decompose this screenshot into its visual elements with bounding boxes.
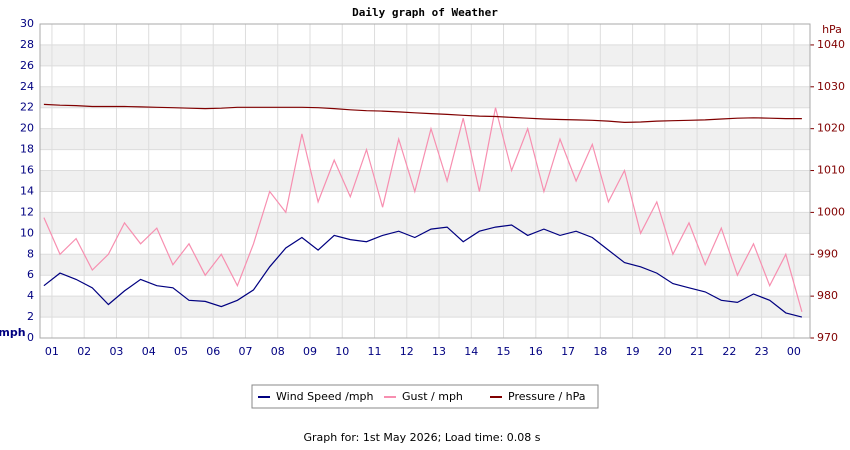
- grid-band: [40, 128, 810, 150]
- grid-band: [40, 170, 810, 192]
- y2-tick-label: 980: [817, 289, 838, 302]
- x-tick-label: 06: [206, 345, 220, 358]
- x-tick-label: 23: [755, 345, 769, 358]
- grid-band: [40, 44, 810, 66]
- y-tick-label: 6: [27, 268, 34, 281]
- x-tick-label: 04: [142, 345, 156, 358]
- x-tick-label: 20: [658, 345, 672, 358]
- y2-tick-label: 970: [817, 331, 838, 344]
- x-tick-label: 00: [787, 345, 801, 358]
- y-tick-label: 30: [20, 17, 34, 30]
- y-tick-label: 4: [27, 289, 34, 302]
- grid-band: [40, 86, 810, 108]
- x-tick-label: 08: [271, 345, 285, 358]
- y-tick-label: 18: [20, 143, 34, 156]
- y-tick-label: 2: [27, 310, 34, 323]
- y2-tick-label: 1040: [817, 38, 845, 51]
- y2-tick-label: 1030: [817, 80, 845, 93]
- x-tick-label: 02: [77, 345, 91, 358]
- series-line: [43, 107, 803, 312]
- legend-label: Wind Speed /mph: [276, 390, 374, 403]
- y-tick-label: 28: [20, 38, 34, 51]
- y-tick-label: 24: [20, 80, 34, 93]
- x-tick-label: 14: [464, 345, 478, 358]
- x-tick-label: 11: [368, 345, 382, 358]
- y-axis-label: mph: [0, 326, 26, 339]
- y2-tick-label: 1000: [817, 205, 845, 218]
- y-tick-label: 12: [20, 205, 34, 218]
- x-tick-label: 19: [626, 345, 640, 358]
- x-tick-label: 10: [335, 345, 349, 358]
- y-tick-label: 8: [27, 247, 34, 260]
- x-tick-label: 16: [529, 345, 543, 358]
- series-line: [43, 224, 803, 318]
- legend-box: [251, 384, 599, 409]
- legend-label: Pressure / hPa: [508, 390, 586, 403]
- series-line: [43, 103, 802, 124]
- grid-band: [40, 296, 810, 318]
- x-tick-label: 13: [432, 345, 446, 358]
- x-tick-label: 03: [109, 345, 123, 358]
- x-tick-label: 01: [45, 345, 59, 358]
- y2-tick-label: 990: [817, 247, 838, 260]
- y2-tick-label: 1010: [817, 164, 845, 177]
- grid-band: [40, 212, 810, 234]
- x-tick-label: 15: [497, 345, 511, 358]
- grid-band: [40, 254, 810, 276]
- y2-tick-label: 1020: [817, 122, 845, 135]
- y-tick-label: 0: [27, 331, 34, 344]
- plot-border: [39, 23, 811, 339]
- legend-label: Gust / mph: [402, 390, 463, 403]
- x-tick-label: 17: [561, 345, 575, 358]
- x-tick-label: 22: [722, 345, 736, 358]
- x-tick-label: 18: [593, 345, 607, 358]
- x-tick-label: 21: [690, 345, 704, 358]
- y-tick-label: 20: [20, 122, 34, 135]
- chart-title: Daily graph of Weather: [352, 6, 498, 19]
- y-tick-label: 14: [20, 184, 34, 197]
- x-tick-label: 05: [174, 345, 188, 358]
- x-tick-label: 12: [400, 345, 414, 358]
- y-tick-label: 10: [20, 226, 34, 239]
- footer: Graph for: 1st May 2026; Load time: 0.08…: [303, 431, 540, 444]
- x-tick-label: 07: [238, 345, 252, 358]
- y-tick-label: 26: [20, 59, 34, 72]
- y-tick-label: 22: [20, 101, 34, 114]
- y-tick-label: 16: [20, 164, 34, 177]
- x-tick-label: 09: [303, 345, 317, 358]
- y2-axis-label: hPa: [822, 23, 842, 36]
